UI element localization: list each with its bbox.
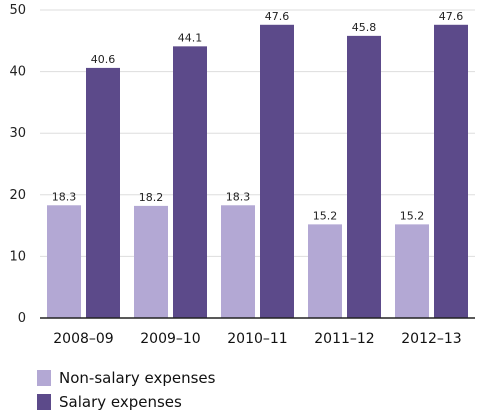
data-label: 47.6 bbox=[265, 10, 290, 23]
legend: Non-salary expenses Salary expenses bbox=[37, 369, 216, 411]
legend-label: Salary expenses bbox=[59, 393, 182, 411]
data-label: 18.2 bbox=[139, 191, 164, 204]
data-label: 44.1 bbox=[178, 31, 203, 44]
y-axis-ticks: 0 10 20 30 40 50 bbox=[9, 3, 26, 326]
bars bbox=[47, 24, 468, 319]
data-label: 45.8 bbox=[352, 21, 377, 34]
category-label: 2012–13 bbox=[401, 331, 461, 347]
bar-non-salary bbox=[221, 205, 255, 318]
bar-salary bbox=[173, 46, 207, 319]
y-tick-label: 40 bbox=[9, 65, 26, 80]
data-labels: 18.3 40.6 18.2 44.1 18.3 47.6 15.2 45.8 15.2 47.6 bbox=[52, 10, 464, 223]
category-label: 2009–10 bbox=[140, 331, 200, 347]
category-label: 2008–09 bbox=[53, 331, 113, 347]
legend-label: Non-salary expenses bbox=[59, 369, 216, 387]
category-labels: 2008–09 2009–10 2010–11 2011–12 2012–13 bbox=[53, 331, 461, 347]
bar-salary bbox=[86, 67, 120, 319]
legend-swatch bbox=[37, 370, 51, 386]
data-label: 40.6 bbox=[91, 53, 116, 66]
bar-non-salary bbox=[134, 205, 168, 318]
category-label: 2010–11 bbox=[227, 331, 287, 347]
y-tick-label: 30 bbox=[9, 126, 26, 141]
legend-swatch bbox=[37, 394, 51, 410]
bar-salary bbox=[434, 24, 468, 319]
bar-non-salary bbox=[47, 205, 81, 318]
bar-non-salary bbox=[308, 224, 342, 318]
data-label: 15.2 bbox=[400, 209, 425, 222]
y-tick-label: 0 bbox=[18, 311, 26, 326]
bar-salary bbox=[260, 24, 294, 319]
y-tick-label: 10 bbox=[9, 249, 26, 264]
data-label: 18.3 bbox=[52, 190, 77, 203]
y-tick-label: 20 bbox=[9, 188, 26, 203]
data-label: 47.6 bbox=[439, 10, 464, 23]
bar-non-salary bbox=[395, 224, 429, 318]
data-label: 15.2 bbox=[313, 209, 338, 222]
data-label: 18.3 bbox=[226, 190, 251, 203]
bar-salary bbox=[347, 35, 381, 318]
y-tick-label: 50 bbox=[9, 3, 26, 18]
category-label: 2011–12 bbox=[314, 331, 374, 347]
